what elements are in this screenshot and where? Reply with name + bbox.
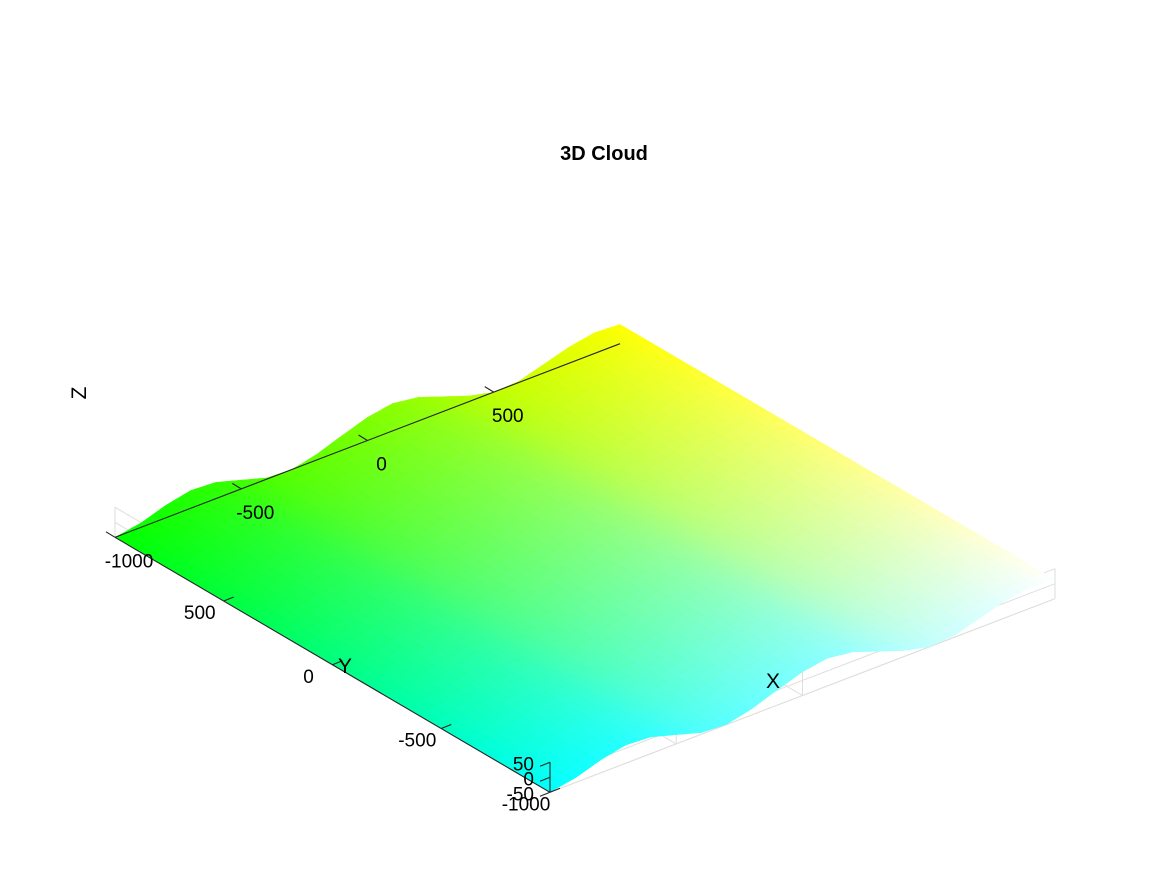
chart-title: 3D Cloud — [560, 143, 648, 165]
y-tick-mark — [441, 724, 452, 730]
y-tick-mark — [332, 660, 343, 666]
x-tick-mark — [484, 386, 495, 393]
y-tick-label: -500 — [398, 731, 436, 752]
z-tick-label: -50 — [507, 784, 534, 805]
x-tick-label: 0 — [376, 455, 387, 476]
x-tick-label: -500 — [236, 503, 274, 524]
z-tick-mark — [539, 791, 551, 797]
y-tick-label: -1000 — [502, 794, 551, 815]
x-tick-label: -1000 — [105, 551, 154, 572]
y-tick-mark — [223, 596, 234, 602]
surface-patch — [610, 324, 632, 334]
x-tick-mark — [231, 482, 242, 490]
x-axis-label: X — [766, 670, 780, 693]
y-tick-label: 0 — [303, 667, 314, 688]
z-tick-label: 50 — [513, 754, 534, 775]
z-tick-label: 0 — [523, 769, 534, 790]
x-tick-mark — [105, 531, 116, 538]
surface — [115, 324, 1055, 793]
z-tick-mark — [539, 776, 551, 782]
y-axis-label: Y — [338, 655, 352, 678]
y-tick-mark — [549, 787, 561, 793]
x-tick-mark — [358, 434, 368, 441]
x-tick-label: 500 — [492, 406, 524, 427]
grid-line-floor — [549, 598, 1056, 793]
z-tick-mark — [539, 761, 551, 767]
z-axis-label: Z — [68, 386, 91, 399]
axes — [105, 343, 621, 797]
y-tick-label: 500 — [184, 603, 216, 624]
